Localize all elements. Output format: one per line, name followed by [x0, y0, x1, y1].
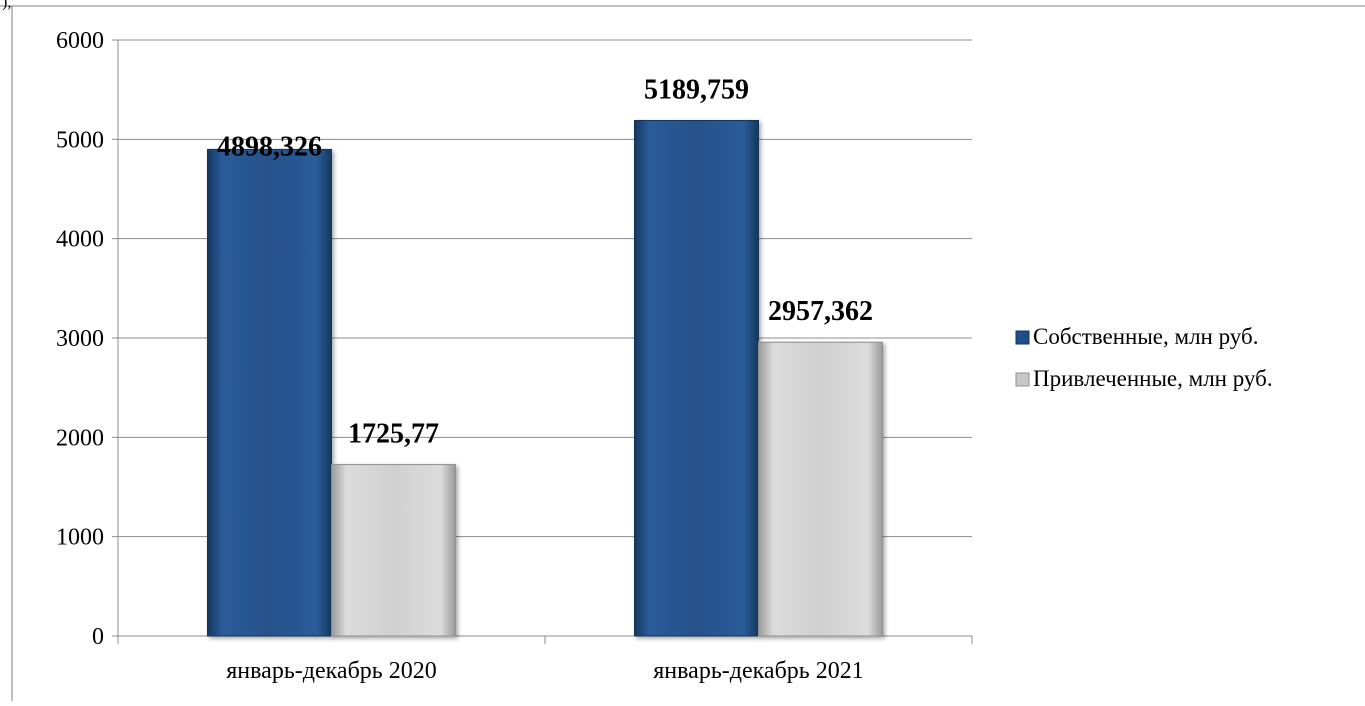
- legend-swatch: [1015, 330, 1030, 345]
- y-tick-label: 0: [92, 624, 104, 650]
- data-label: 1725,77: [348, 419, 439, 450]
- bar-privlechennye: [758, 341, 883, 637]
- bar-sobstvennye: [207, 148, 332, 637]
- y-tick-label: 6000: [56, 28, 104, 54]
- y-tick-label: 1000: [56, 525, 104, 551]
- legend-entry: Привлеченные, млн руб.: [1033, 366, 1273, 391]
- y-tick-label: 4000: [56, 227, 104, 253]
- legend-swatch: [1015, 372, 1030, 387]
- corner-text: ),: [2, 0, 12, 11]
- bar-privlechennye: [331, 464, 456, 637]
- x-tick-label: январь-декабрь 2020: [226, 658, 436, 684]
- x-tick-label: январь-декабрь 2021: [653, 658, 863, 684]
- data-label: 2957,362: [768, 296, 873, 327]
- data-label: 5189,759: [644, 74, 749, 105]
- y-tick-label: 3000: [56, 326, 104, 352]
- data-label: 4898,326: [217, 131, 322, 162]
- y-tick-label: 2000: [56, 425, 104, 451]
- y-tick-label: 5000: [56, 127, 104, 153]
- legend-entry: Собственные, млн руб.: [1033, 324, 1258, 349]
- bar-sobstvennye: [634, 119, 759, 637]
